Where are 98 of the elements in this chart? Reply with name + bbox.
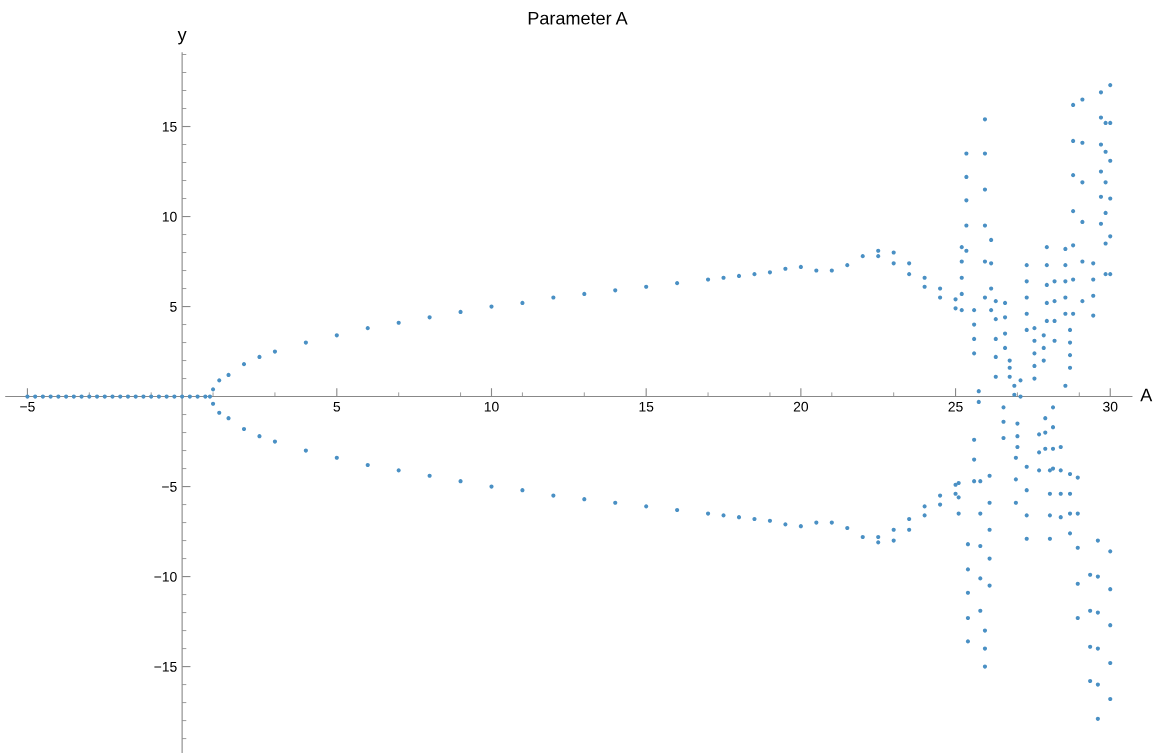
- point: [334, 455, 339, 460]
- point: [891, 527, 896, 532]
- y-tick-label: −10: [154, 571, 177, 582]
- point: [798, 264, 803, 270]
- point: [705, 511, 711, 516]
- point: [303, 448, 308, 453]
- point: [938, 502, 943, 507]
- x-axis-title: A: [1140, 388, 1153, 402]
- point: [613, 500, 618, 505]
- point: [829, 268, 834, 273]
- point: [582, 497, 587, 502]
- point: [953, 491, 958, 496]
- point: [458, 479, 463, 484]
- point: [257, 354, 262, 360]
- point: [125, 394, 131, 399]
- y-tick-label: 5: [170, 302, 177, 312]
- y-tick-label: −5: [162, 482, 177, 492]
- point: [241, 362, 247, 367]
- point: [489, 304, 494, 309]
- point: [33, 394, 38, 399]
- point: [876, 254, 881, 259]
- point: [582, 291, 587, 297]
- point: [40, 394, 45, 399]
- point: [102, 394, 107, 399]
- point: [891, 261, 896, 266]
- point: [427, 473, 432, 478]
- point: [675, 281, 680, 286]
- y-tick-label: −15: [154, 662, 177, 672]
- point: [207, 394, 213, 399]
- x-tick-label: 25: [948, 401, 963, 412]
- point: [752, 516, 757, 522]
- point: [922, 275, 927, 280]
- point: [798, 524, 803, 529]
- point: [938, 493, 943, 498]
- point: [876, 534, 881, 540]
- point: [226, 416, 231, 421]
- point: [907, 261, 912, 266]
- point: [187, 394, 192, 399]
- point: [396, 320, 401, 325]
- point: [938, 286, 943, 291]
- y-tick-label: 15: [162, 122, 177, 132]
- point: [520, 300, 525, 306]
- y-tick-label: 10: [162, 211, 177, 222]
- point: [303, 340, 308, 345]
- point: [94, 394, 100, 399]
- point: [922, 284, 927, 289]
- point: [876, 248, 881, 253]
- point: [272, 349, 278, 354]
- x-tick-label: 10: [484, 401, 499, 412]
- chart-title: Parameter A: [528, 11, 628, 25]
- point: [938, 295, 943, 300]
- point: [736, 273, 742, 279]
- point: [365, 462, 370, 468]
- point: [675, 507, 680, 513]
- point: [334, 333, 339, 338]
- point: [907, 527, 912, 532]
- point: [156, 394, 161, 399]
- point: [736, 515, 742, 520]
- point: [110, 394, 115, 399]
- point: [396, 468, 401, 473]
- point: [767, 518, 773, 523]
- point: [365, 326, 370, 331]
- point: [767, 270, 773, 275]
- point: [907, 272, 912, 277]
- point: [118, 394, 123, 399]
- x-tick-label: −5: [20, 401, 35, 412]
- point: [644, 284, 649, 289]
- point: [644, 504, 649, 509]
- point: [721, 275, 726, 280]
- point: [217, 410, 222, 415]
- point: [845, 263, 850, 268]
- y-axis-title: y: [177, 31, 187, 45]
- point: [257, 434, 262, 439]
- point: [752, 272, 757, 277]
- point: [210, 387, 216, 392]
- point: [79, 394, 84, 399]
- point: [907, 516, 912, 522]
- point: [876, 540, 881, 545]
- point: [210, 401, 216, 406]
- x-tick-label: 5: [333, 401, 341, 412]
- point: [845, 525, 850, 531]
- point: [783, 266, 788, 271]
- point: [71, 394, 76, 399]
- point: [272, 439, 278, 444]
- point: [217, 378, 222, 383]
- x-tick-label: 15: [639, 401, 654, 412]
- x-tick-label: 20: [793, 401, 809, 412]
- point: [64, 394, 69, 399]
- point: [489, 484, 494, 489]
- point: [613, 288, 618, 293]
- point: [860, 254, 865, 259]
- point: [141, 394, 146, 399]
- point: [860, 534, 865, 540]
- point: [520, 488, 525, 493]
- point: [458, 309, 463, 315]
- point: [705, 277, 711, 282]
- x-tick-label: 30: [1103, 401, 1118, 412]
- point: [829, 520, 834, 525]
